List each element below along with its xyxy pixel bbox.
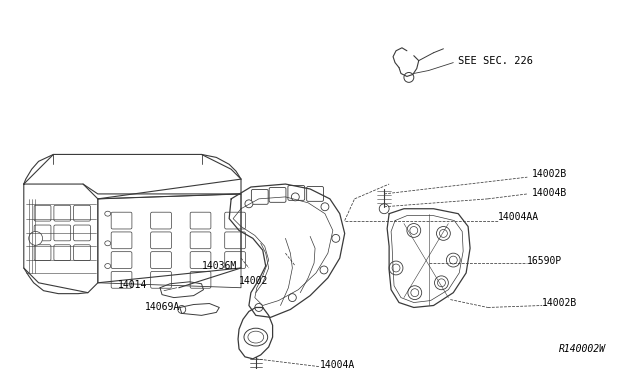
Circle shape bbox=[291, 193, 300, 201]
FancyBboxPatch shape bbox=[34, 245, 51, 260]
FancyBboxPatch shape bbox=[269, 187, 286, 202]
Text: 14002B: 14002B bbox=[532, 169, 568, 179]
Circle shape bbox=[435, 276, 449, 290]
Circle shape bbox=[404, 73, 414, 82]
Circle shape bbox=[245, 200, 253, 208]
Circle shape bbox=[407, 224, 420, 237]
Circle shape bbox=[289, 294, 296, 302]
FancyBboxPatch shape bbox=[150, 272, 172, 288]
Circle shape bbox=[408, 286, 422, 299]
Text: 14069A: 14069A bbox=[145, 302, 180, 312]
FancyBboxPatch shape bbox=[190, 252, 211, 269]
FancyBboxPatch shape bbox=[34, 205, 51, 221]
FancyBboxPatch shape bbox=[74, 205, 90, 221]
Circle shape bbox=[449, 256, 457, 264]
FancyBboxPatch shape bbox=[190, 272, 211, 288]
FancyBboxPatch shape bbox=[54, 205, 70, 221]
Text: 14004A: 14004A bbox=[320, 360, 355, 370]
FancyBboxPatch shape bbox=[54, 225, 70, 241]
Circle shape bbox=[440, 230, 447, 237]
Text: SEE SEC. 226: SEE SEC. 226 bbox=[458, 56, 533, 65]
Circle shape bbox=[255, 304, 263, 311]
Circle shape bbox=[410, 227, 418, 234]
FancyBboxPatch shape bbox=[111, 212, 132, 229]
Circle shape bbox=[178, 305, 186, 313]
Circle shape bbox=[320, 266, 328, 274]
FancyBboxPatch shape bbox=[34, 225, 51, 241]
FancyBboxPatch shape bbox=[150, 252, 172, 269]
Text: 14004AA: 14004AA bbox=[498, 212, 539, 222]
FancyBboxPatch shape bbox=[111, 272, 132, 288]
FancyBboxPatch shape bbox=[307, 186, 323, 201]
Text: 16590P: 16590P bbox=[527, 256, 563, 266]
FancyBboxPatch shape bbox=[54, 245, 70, 260]
Ellipse shape bbox=[248, 331, 264, 343]
FancyBboxPatch shape bbox=[74, 245, 90, 260]
Text: 14036M: 14036M bbox=[202, 261, 237, 271]
Ellipse shape bbox=[105, 241, 111, 246]
Ellipse shape bbox=[244, 328, 268, 346]
FancyBboxPatch shape bbox=[111, 252, 132, 269]
Text: 14014: 14014 bbox=[118, 280, 147, 290]
Circle shape bbox=[321, 203, 329, 211]
Circle shape bbox=[332, 234, 340, 242]
Text: 14002: 14002 bbox=[239, 276, 268, 286]
Circle shape bbox=[380, 204, 389, 214]
Text: 14002B: 14002B bbox=[542, 298, 577, 308]
FancyBboxPatch shape bbox=[252, 189, 268, 204]
Circle shape bbox=[446, 253, 460, 267]
Circle shape bbox=[411, 289, 419, 296]
Circle shape bbox=[436, 227, 451, 240]
Text: 14004B: 14004B bbox=[532, 188, 568, 198]
Ellipse shape bbox=[105, 211, 111, 216]
FancyBboxPatch shape bbox=[74, 225, 90, 241]
FancyBboxPatch shape bbox=[111, 232, 132, 249]
FancyBboxPatch shape bbox=[150, 232, 172, 249]
FancyBboxPatch shape bbox=[225, 232, 246, 249]
FancyBboxPatch shape bbox=[225, 212, 246, 229]
Circle shape bbox=[29, 231, 42, 245]
Text: R140002W: R140002W bbox=[559, 344, 606, 354]
Circle shape bbox=[392, 264, 400, 272]
FancyBboxPatch shape bbox=[150, 212, 172, 229]
FancyBboxPatch shape bbox=[190, 232, 211, 249]
Ellipse shape bbox=[105, 263, 111, 269]
FancyBboxPatch shape bbox=[288, 186, 305, 201]
Circle shape bbox=[438, 279, 445, 287]
Circle shape bbox=[389, 261, 403, 275]
FancyBboxPatch shape bbox=[190, 212, 211, 229]
FancyBboxPatch shape bbox=[225, 252, 246, 269]
